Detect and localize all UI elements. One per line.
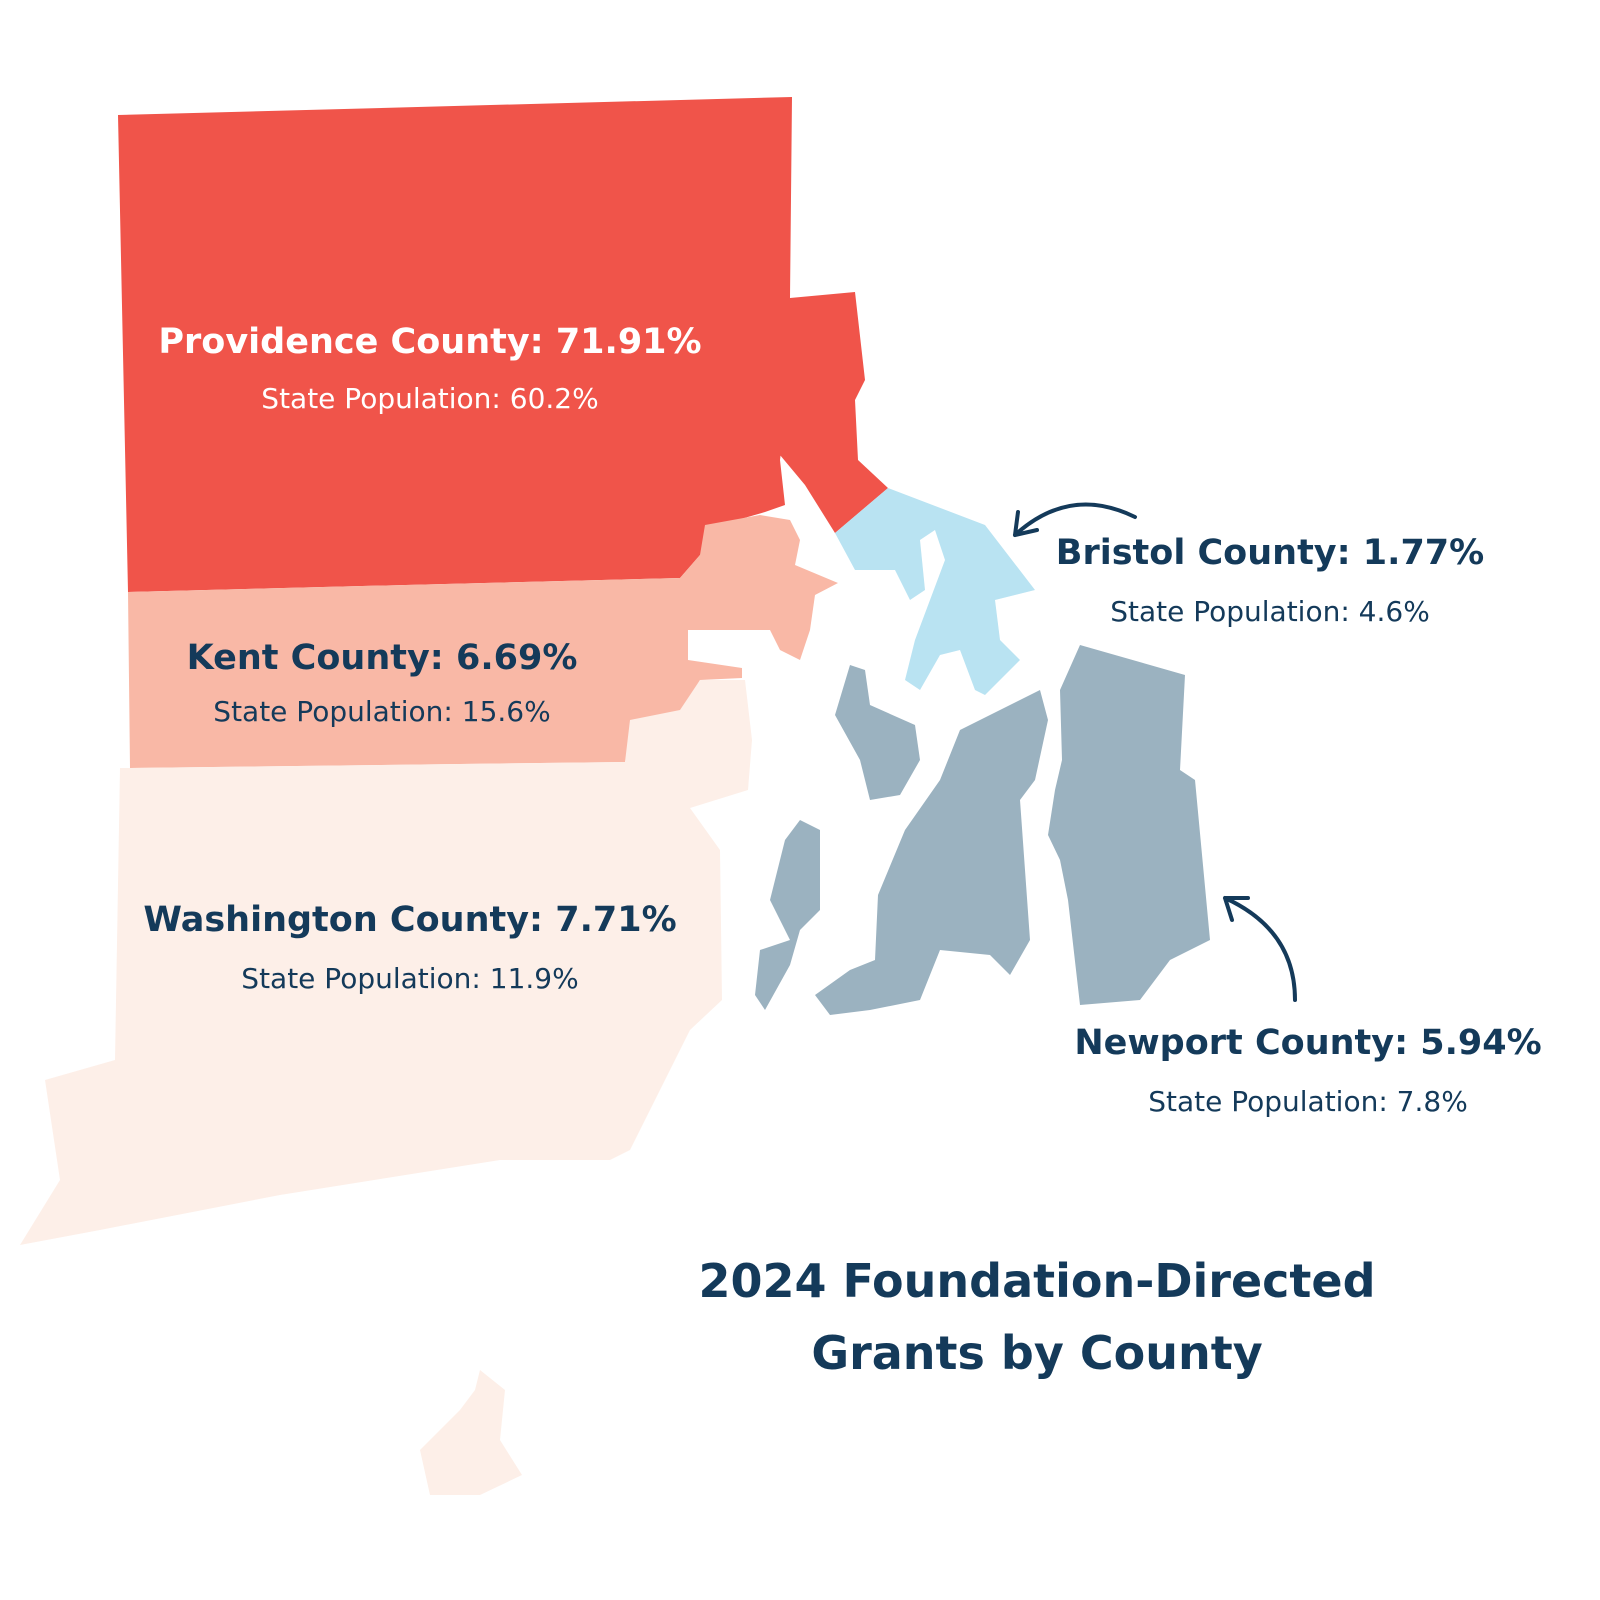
county-label: Newport County: 5.94% <box>1074 1023 1542 1063</box>
island <box>835 665 920 800</box>
county-population: State Population: 15.6% <box>213 695 551 728</box>
county-population: State Population: 60.2% <box>261 382 599 415</box>
county-label: Washington County: 7.71% <box>143 900 677 940</box>
block-island <box>420 1370 522 1495</box>
arrows <box>1013 502 1297 1002</box>
island <box>755 820 820 1010</box>
bristol-arrow <box>1013 502 1137 537</box>
county-population: State Population: 4.6% <box>1110 595 1430 628</box>
newport-arrow <box>1223 896 1297 1002</box>
county-label: Kent County: 6.69% <box>186 638 578 678</box>
island <box>815 690 1048 1015</box>
kent-county <box>128 515 838 768</box>
mainland <box>1048 645 1210 1005</box>
bristol-county <box>835 488 1035 695</box>
providence-county <box>118 97 888 592</box>
washington-county <box>20 680 752 1245</box>
county-label: Providence County: 71.91% <box>158 322 702 362</box>
newport-county <box>755 645 1210 1015</box>
map-title: 2024 Foundation-Directed Grants by Count… <box>698 1254 1376 1380</box>
county-population: State Population: 7.8% <box>1148 1085 1468 1118</box>
county-label: Bristol County: 1.77% <box>1055 533 1485 573</box>
county-population: State Population: 11.9% <box>241 962 579 995</box>
